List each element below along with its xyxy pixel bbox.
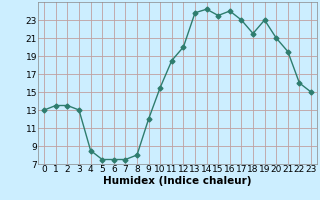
X-axis label: Humidex (Indice chaleur): Humidex (Indice chaleur): [103, 176, 252, 186]
